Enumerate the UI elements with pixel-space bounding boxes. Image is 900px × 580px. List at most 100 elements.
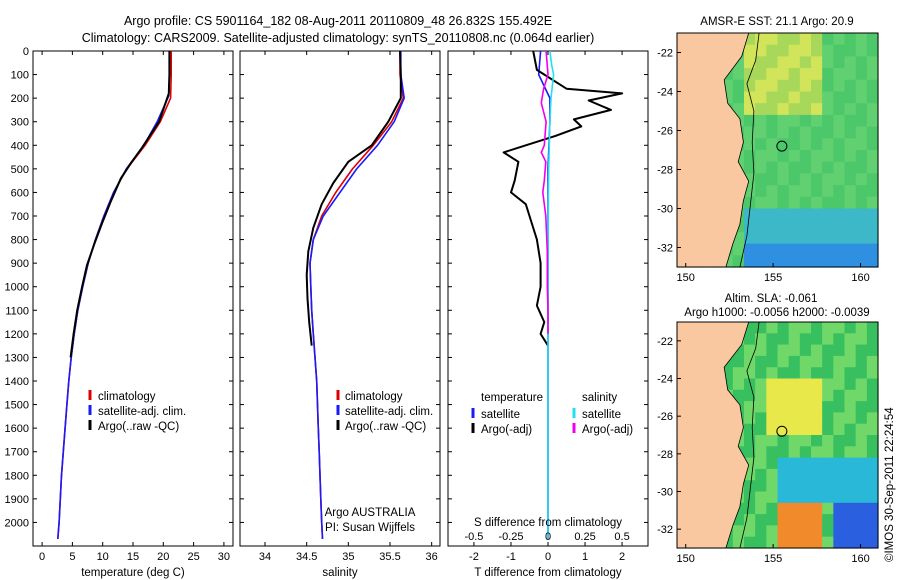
sla_map-cell — [744, 480, 756, 493]
sla_map-cell — [866, 536, 879, 549]
sla_map-cell — [755, 514, 767, 526]
sst_map-cell — [799, 220, 812, 233]
series-line-difference-s-satellite — [547, 50, 555, 539]
temperature-ytick-label: 0 — [23, 46, 29, 58]
sla_map-cell — [788, 468, 801, 481]
sla_map-ytick-label: -24 — [657, 374, 673, 386]
sst_map-cell — [811, 243, 823, 256]
sst_map-cell — [744, 33, 756, 46]
sst_map-cell — [744, 68, 756, 81]
sla_map-cell — [866, 514, 879, 526]
sla_map-cell — [744, 333, 756, 346]
sla_map-cell — [788, 423, 801, 436]
sla_map-cell — [833, 502, 846, 515]
sst_map-cell — [822, 68, 834, 81]
sst_map-cell — [833, 220, 846, 233]
sst_map-land — [676, 32, 750, 268]
sst_map-cell — [811, 220, 823, 233]
sst_map-cell — [855, 150, 868, 163]
sla_map-cell — [766, 525, 779, 538]
sla_map-cell — [822, 435, 834, 447]
sst_map-cell — [755, 185, 767, 198]
sla_map-cell — [799, 412, 812, 425]
salinity-xtick-label: 34 — [259, 551, 271, 563]
sla_map-cell — [811, 468, 823, 481]
sst_map-cell — [788, 114, 801, 128]
sst_map-cell — [744, 231, 756, 245]
sst_map-cell — [811, 44, 823, 57]
temperature-ytick-label: 1400 — [5, 376, 29, 388]
sst_map-cell — [755, 173, 767, 186]
sst_map-cell — [732, 56, 745, 69]
sst_map-cell — [766, 44, 779, 57]
sla_map-cell — [822, 468, 834, 481]
sla_map-cell — [833, 480, 846, 493]
sla_map-cell — [866, 333, 879, 346]
difference-s-axis-label: S difference from climatology — [474, 517, 622, 529]
sst_map-cell — [866, 126, 879, 139]
sla_map-cell — [844, 525, 857, 538]
sla_map-cell — [844, 502, 857, 515]
sla_map-cell — [866, 502, 879, 515]
sst_map-cell — [799, 138, 812, 151]
sst_map-cell — [833, 56, 846, 69]
sst_map-cell — [855, 255, 868, 268]
sla_map-land — [676, 321, 750, 549]
sla_map-cell — [788, 333, 801, 346]
sst_map-cell — [866, 255, 879, 268]
sla_map-cell — [811, 389, 823, 402]
sst_map-cell — [755, 150, 767, 163]
sst_map-cell — [777, 243, 790, 256]
sst_map-cell — [755, 79, 767, 93]
sla_map-cell — [799, 367, 812, 380]
sst_map-cell — [822, 103, 834, 116]
sla_map-cell — [833, 525, 846, 538]
sst_map-cell — [844, 79, 857, 93]
temperature-ytick-label: 1800 — [5, 470, 29, 482]
salinity-xlabel: salinity — [322, 567, 357, 579]
sla_map-cell — [755, 423, 767, 436]
sla_map-cell — [777, 412, 790, 425]
sla_map-cell — [811, 367, 823, 380]
sla_map-cell — [844, 355, 857, 368]
sla_map-cell — [811, 423, 823, 436]
sla_map-cell — [766, 502, 779, 515]
sst_map-argo-position-marker — [776, 140, 788, 152]
sla_map-cell — [777, 536, 790, 549]
sla_map-cell — [744, 525, 756, 538]
sst_map-cell — [732, 79, 745, 93]
sst_map-cell — [777, 33, 790, 46]
sla_map-cell — [855, 446, 868, 459]
sla_map-cell — [811, 322, 823, 334]
sla_map-cell — [833, 333, 846, 346]
sst_map-cell — [855, 68, 868, 81]
sst_map-cell — [811, 161, 823, 174]
sla_map-cell — [811, 401, 823, 413]
temperature-xlabel: temperature (deg C) — [81, 567, 185, 579]
difference-legend-s-label: satellite — [582, 409, 621, 421]
sla_map-cell — [811, 536, 823, 549]
temperature-xtick-label: 30 — [218, 551, 230, 563]
sst_map-cell — [822, 196, 834, 210]
sla_map-cell — [755, 491, 767, 504]
sst_map-cell — [866, 220, 879, 233]
sst_map-cell — [855, 114, 868, 128]
sst_map-cell — [811, 126, 823, 139]
sla_map-cell — [866, 446, 879, 459]
temperature-xtick-label: 25 — [187, 551, 199, 563]
sst_map-cell — [811, 138, 823, 151]
series-line-salinity-satellite — [309, 51, 406, 539]
sla_map-cell — [855, 401, 868, 413]
sst_map-cell — [855, 161, 868, 174]
sst_map-cell — [788, 196, 801, 210]
sst_map-cell — [799, 231, 812, 245]
sst_map-cell — [866, 56, 879, 69]
timestamp-label: ©IMOS 30-Sep-2011 22:24:54 — [884, 407, 896, 562]
sst_map-cell — [822, 161, 834, 174]
sst_map-cell — [866, 231, 879, 245]
sst_map-cell — [777, 220, 790, 233]
sst_map-ytick-label: -22 — [657, 48, 673, 60]
sla-map-title: Altim. SLA: -0.061 — [725, 293, 818, 305]
temperature-ytick-label: 1100 — [5, 305, 29, 317]
